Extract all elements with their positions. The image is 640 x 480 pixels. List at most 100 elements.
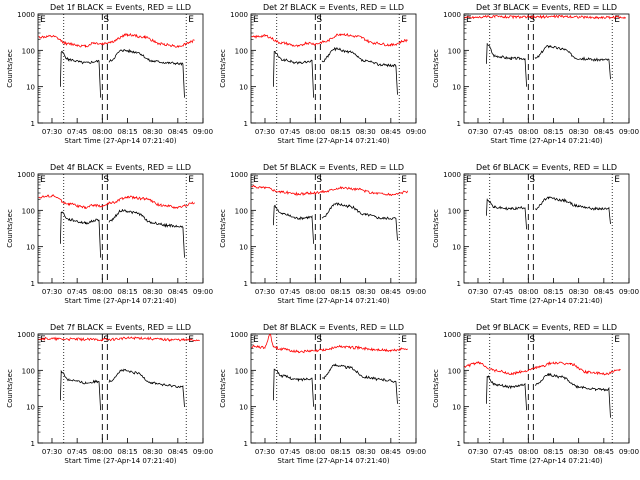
panel-2: Det 2f BLACK = Events, RED = LLD 1 10 100 10… (219, 3, 426, 145)
y-axis-label: Counts/sec (6, 49, 14, 88)
y-tick-label: 100 (448, 207, 461, 215)
x-axis-label: Start Time (27-Apr-14 07:21:40) (64, 297, 176, 305)
y-tick-label: 10 (452, 244, 461, 252)
y-tick-label: 1 (31, 440, 35, 448)
x-tick-label: 07:45 (493, 288, 513, 296)
panel-8: Det 8f BLACK = Events, RED = LLD 1 10 100 10… (219, 323, 426, 465)
y-tick-label: 1000 (443, 11, 461, 19)
y-tick-label: 1 (457, 440, 461, 448)
marker-label-s: S (103, 175, 109, 185)
marker-label-s: S (316, 15, 322, 25)
y-axis-label: Counts/sec (6, 209, 14, 248)
events-series-line (534, 196, 611, 225)
x-tick-label: 08:30 (143, 288, 163, 296)
plot-frame (250, 13, 417, 124)
y-tick-label: 100 (22, 367, 35, 375)
x-tick-label: 08:15 (330, 128, 350, 136)
plot-frame (250, 333, 417, 444)
y-tick-label: 1000 (230, 11, 248, 19)
events-series-line (273, 368, 314, 407)
x-tick-label: 08:00 (305, 128, 325, 136)
marker-label-s: S (316, 175, 322, 185)
x-tick-label: 08:00 (305, 448, 325, 456)
x-tick-label: 08:00 (92, 128, 112, 136)
x-tick-label: 09:00 (193, 128, 213, 136)
panel-title: Det 7f BLACK = Events, RED = LLD (50, 323, 191, 332)
panel-7: Det 7f BLACK = Events, RED = LLD 1 10 100 10… (6, 323, 213, 465)
y-axis-label: Counts/sec (219, 369, 227, 408)
x-tick-label: 08:30 (356, 448, 376, 456)
y-tick-label: 100 (235, 47, 248, 55)
x-axis-label: Start Time (27-Apr-14 07:21:40) (490, 137, 602, 145)
x-tick-label: 08:45 (168, 128, 188, 136)
y-tick-label: 1000 (230, 171, 248, 179)
x-tick-label: 07:45 (67, 448, 87, 456)
y-tick-label: 1000 (17, 331, 35, 339)
marker-label-e: E (253, 175, 259, 185)
x-tick-label: 08:15 (330, 288, 350, 296)
lld-series-line (251, 184, 408, 197)
marker-label-e: E (188, 15, 194, 25)
y-tick-label: 10 (26, 404, 35, 412)
x-axis-label: Start Time (27-Apr-14 07:21:40) (277, 297, 389, 305)
x-tick-label: 08:30 (569, 448, 589, 456)
plot-frame (463, 173, 630, 284)
marker-label-s: S (529, 15, 535, 25)
marker-label-s: S (529, 175, 535, 185)
x-axis-label: Start Time (27-Apr-14 07:21:40) (490, 297, 602, 305)
lld-series-line (464, 14, 626, 20)
events-series-line (534, 45, 611, 80)
x-tick-label: 07:30 (42, 288, 62, 296)
x-tick-label: 09:00 (193, 448, 213, 456)
y-tick-label: 1000 (17, 171, 35, 179)
panel-title: Det 2f BLACK = Events, RED = LLD (263, 3, 404, 12)
x-tick-label: 08:15 (117, 448, 137, 456)
x-tick-label: 08:00 (92, 448, 112, 456)
x-tick-label: 07:45 (67, 288, 87, 296)
panel-title: Det 6f BLACK = Events, RED = LLD (476, 163, 617, 172)
x-tick-label: 07:45 (280, 288, 300, 296)
y-tick-label: 1000 (230, 331, 248, 339)
y-tick-label: 10 (239, 84, 248, 92)
y-axis-label: Counts/sec (219, 209, 227, 248)
marker-label-e: E (188, 335, 194, 345)
x-tick-label: 09:00 (193, 288, 213, 296)
x-tick-label: 08:45 (168, 448, 188, 456)
events-series-line (486, 198, 527, 230)
x-tick-label: 08:30 (356, 128, 376, 136)
x-tick-label: 08:15 (117, 288, 137, 296)
events-series-line (108, 368, 185, 408)
events-series-line (486, 43, 527, 87)
y-tick-label: 100 (448, 47, 461, 55)
marker-label-s: S (529, 335, 535, 345)
x-tick-label: 08:45 (168, 288, 188, 296)
x-tick-label: 08:15 (330, 448, 350, 456)
panel-9: Det 9f BLACK = Events, RED = LLD 1 10 100 10… (432, 323, 639, 465)
marker-label-e: E (188, 175, 194, 185)
plot-frame (250, 173, 417, 284)
x-tick-label: 09:00 (619, 448, 639, 456)
x-tick-label: 08:45 (594, 288, 614, 296)
x-tick-label: 08:00 (518, 128, 538, 136)
marker-label-s: S (103, 335, 109, 345)
panel-title: Det 1f BLACK = Events, RED = LLD (50, 3, 191, 12)
x-tick-label: 08:30 (569, 288, 589, 296)
y-axis-label: Counts/sec (432, 369, 440, 408)
x-tick-label: 08:30 (143, 448, 163, 456)
marker-label-e: E (614, 15, 620, 25)
x-tick-label: 08:00 (305, 288, 325, 296)
x-tick-label: 07:45 (280, 128, 300, 136)
y-axis-label: Counts/sec (6, 369, 14, 408)
x-tick-label: 08:45 (381, 288, 401, 296)
y-tick-label: 1 (31, 280, 35, 288)
y-tick-label: 1000 (443, 331, 461, 339)
x-tick-label: 08:15 (543, 448, 563, 456)
marker-label-e: E (401, 335, 407, 345)
lld-series-line (251, 32, 408, 48)
events-series-line (108, 48, 185, 98)
x-tick-label: 08:15 (543, 128, 563, 136)
x-tick-label: 07:30 (255, 128, 275, 136)
y-tick-label: 100 (448, 367, 461, 375)
x-axis-label: Start Time (27-Apr-14 07:21:40) (64, 457, 176, 465)
